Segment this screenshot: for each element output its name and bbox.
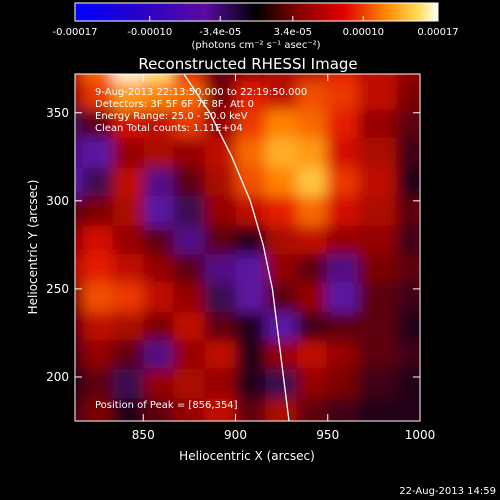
- annotations: 9-Aug-2013 22:13:50.000 to 22:19:50.000D…: [95, 87, 307, 134]
- x-tick-label: 900: [224, 428, 247, 442]
- image-area: [75, 74, 420, 421]
- chart-title: Reconstructed RHESSI Image: [138, 55, 357, 73]
- heatmap-cells: [75, 74, 420, 421]
- x-axis-ticks: 850 900 950 1000: [132, 74, 435, 442]
- annotation-line: Energy Range: 25.0 - 50.0 keV: [95, 111, 248, 122]
- solar-limb-curve: [183, 74, 290, 421]
- y-axis-label: Heliocentric Y (arcsec): [26, 180, 40, 315]
- x-axis-label: Heliocentric X (arcsec): [179, 449, 315, 463]
- peak-position-label: Position of Peak = [856,354]: [95, 400, 238, 411]
- colorbar-tick-label: -3.4e-05: [199, 27, 241, 38]
- colorbar-unit-label: (photons cm⁻² s⁻¹ asec⁻²): [191, 40, 320, 51]
- colorbar-tick-label: -0.00017: [53, 27, 98, 38]
- y-tick-label: 200: [46, 370, 69, 384]
- annotation-line: Clean Total counts: 1.11E+04: [95, 123, 243, 134]
- heatmap-cell: [396, 398, 420, 421]
- y-tick-label: 350: [46, 106, 69, 120]
- x-tick-label: 850: [132, 428, 155, 442]
- heatmap-cell: [357, 398, 405, 421]
- x-tick-label: 1000: [405, 428, 436, 442]
- footer-timestamp: 22-Aug-2013 14:59: [399, 486, 496, 497]
- colorbar-tick-label: 3.4e-05: [274, 27, 312, 38]
- annotation-line: Detectors: 3F 5F 6F 7F 8F, Att 0: [95, 99, 254, 110]
- x-tick-label: 950: [316, 428, 339, 442]
- y-axis-ticks: 200 250 300 350: [46, 106, 420, 384]
- annotation-line: 9-Aug-2013 22:13:50.000 to 22:19:50.000: [95, 87, 307, 98]
- plot-frame: [74, 73, 421, 422]
- colorbar-tick-label: -0.00010: [127, 27, 172, 38]
- colorbar-ticks: -0.00017 -0.00010 -3.4e-05 3.4e-05 0.00010 0.…: [53, 16, 459, 38]
- colorbar-tick-label: 0.00017: [417, 27, 458, 38]
- colorbar-tick-label: 0.00010: [343, 27, 384, 38]
- y-tick-label: 250: [46, 282, 69, 296]
- colorbar: [74, 2, 439, 22]
- y-tick-label: 300: [46, 194, 69, 208]
